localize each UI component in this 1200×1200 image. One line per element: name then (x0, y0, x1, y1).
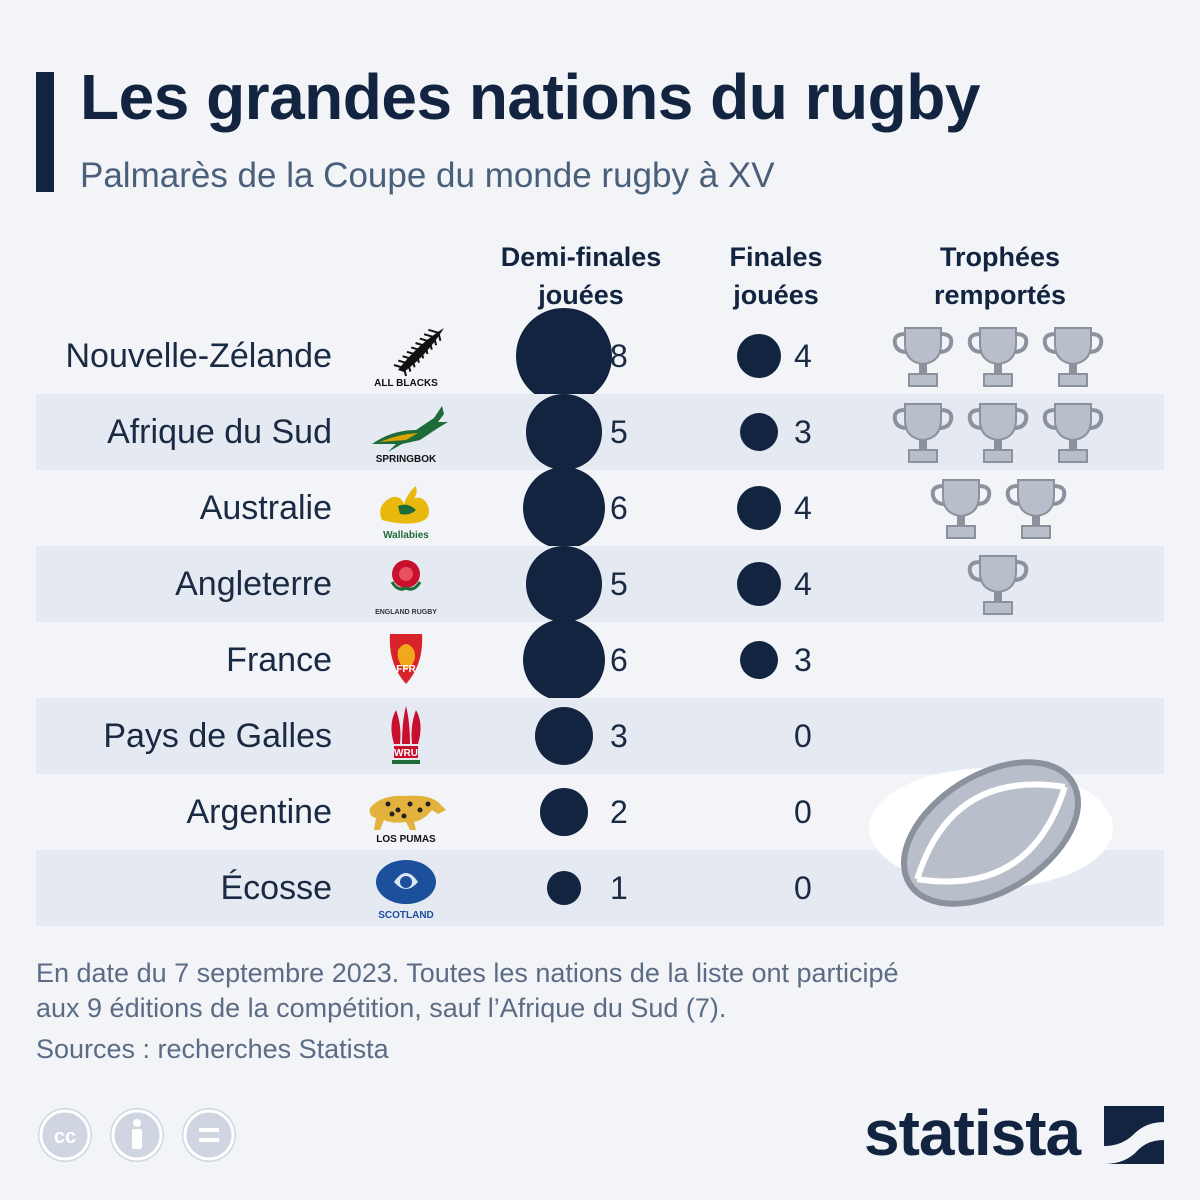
column-header-semis-line2: jouées (538, 280, 624, 310)
semis-value: 6 (610, 490, 628, 526)
footnote-line1: En date du 7 septembre 2023. Toutes les … (36, 958, 899, 988)
logo-wordmark: WRU (394, 748, 418, 759)
column-header-semis: Demi-finales jouées (476, 238, 686, 314)
country-name: Angleterre (175, 565, 332, 603)
table-row: Angleterre ENGLAND RUGBY 5 4 (36, 546, 1164, 622)
footnote: En date du 7 septembre 2023. Toutes les … (36, 956, 899, 1026)
finals-dot (736, 333, 782, 379)
logo-wordmark: LOS PUMAS (376, 834, 436, 844)
column-header-trophies-line1: Trophées (939, 242, 1061, 272)
finals-dot (736, 485, 782, 531)
finals-value: 0 (794, 870, 812, 906)
cc-icon[interactable]: cc (38, 1108, 92, 1162)
country-name: France (226, 641, 332, 679)
finals-value: 3 (794, 414, 812, 450)
column-header-finals-line2: jouées (733, 280, 819, 310)
attribution-icon[interactable] (110, 1108, 164, 1162)
finals-dot (739, 640, 779, 680)
page-title: Les grandes nations du rugby (80, 61, 980, 133)
trophy-icon (1005, 479, 1066, 539)
trophy-icon (892, 327, 954, 387)
trophy-icon (1042, 403, 1104, 463)
semis-value: 8 (610, 338, 628, 374)
country-name: Écosse (220, 869, 333, 907)
finals-value: 0 (794, 794, 812, 830)
finals-dot (736, 561, 782, 607)
trophy-icon (1042, 327, 1104, 387)
finals-dot (739, 412, 779, 452)
team-logo-springbok: SPRINGBOK (372, 406, 448, 464)
footnote-line2: aux 9 éditions de la compétition, sauf l… (36, 993, 727, 1023)
finals-value: 4 (794, 490, 812, 526)
column-header-semis-line1: Demi-finales (500, 242, 662, 272)
table-row: Australie Wallabies 6 4 (36, 466, 1164, 550)
page-subtitle: Palmarès de la Coupe du monde rugby à XV (80, 156, 775, 195)
team-logo-all-blacks-fern: ALL BLACKS (374, 328, 444, 388)
column-header-trophies-line2: remportés (933, 280, 1067, 310)
semis-value: 6 (610, 642, 628, 678)
semis-dot (522, 466, 606, 550)
country-name: Australie (199, 489, 332, 527)
logo-wordmark: SCOTLAND (378, 910, 434, 920)
team-logo-wallabies: Wallabies (380, 486, 429, 540)
finals-value: 4 (794, 566, 812, 602)
trophy-icon (892, 403, 954, 463)
semis-dot (534, 706, 594, 766)
semis-dot (547, 871, 581, 905)
trophy-icon (967, 555, 1029, 615)
table-row: Nouvelle-Zélande ALL BLACKS 8 4 (36, 308, 1164, 404)
team-logo-wru-feathers: WRU (391, 706, 421, 764)
logo-wordmark: ENGLAND RUGBY (375, 609, 437, 616)
semis-dot (516, 308, 612, 404)
logo-wordmark: ALL BLACKS (374, 378, 438, 388)
title-accent-bar (36, 72, 54, 192)
semis-value: 1 (610, 870, 628, 906)
finals-value: 0 (794, 718, 812, 754)
team-logo-ffr-rooster: FFR (389, 634, 423, 684)
country-name: Pays de Galles (103, 717, 332, 755)
column-header-trophies: Trophées remportés (880, 238, 1120, 314)
table-row: Afrique du Sud SPRINGBOK 5 3 (36, 394, 1164, 470)
svg-text:cc: cc (54, 1126, 76, 1148)
logo-wordmark: SPRINGBOK (376, 454, 437, 464)
country-name: Argentine (186, 793, 332, 831)
trophy-icon (967, 327, 1029, 387)
statista-logo-icon (1104, 1106, 1164, 1164)
source-note: Sources : recherches Statista (36, 1034, 389, 1064)
semis-dot (522, 618, 606, 702)
semis-value: 5 (610, 566, 628, 602)
table-row: France FFR 6 3 (36, 618, 1164, 702)
rugby-ball-icon (869, 759, 1113, 907)
country-name: Nouvelle-Zélande (65, 337, 333, 375)
trophy-icon (930, 479, 991, 539)
country-name: Afrique du Sud (107, 413, 332, 451)
trophy-icon (967, 403, 1029, 463)
table-row: Pays de Galles WRU 3 0 (36, 698, 1164, 774)
semis-value: 2 (610, 794, 628, 830)
semis-dot (526, 546, 602, 622)
no-derivatives-icon[interactable] (182, 1108, 236, 1162)
semis-value: 5 (610, 414, 628, 450)
logo-wordmark: FFR (396, 664, 416, 675)
semis-dot (526, 394, 602, 470)
finals-value: 3 (794, 642, 812, 678)
finals-value: 4 (794, 338, 812, 374)
semis-value: 3 (610, 718, 628, 754)
table-row: Argentine LOS PUMAS 2 0 (36, 774, 1164, 850)
semis-dot (540, 788, 588, 836)
team-logo-los-pumas: LOS PUMAS (369, 795, 446, 844)
column-header-finals-line1: Finales (729, 242, 823, 272)
team-logo-england-rose: ENGLAND RUGBY (375, 560, 437, 616)
team-logo-scotland-thistle: SCOTLAND (376, 860, 436, 920)
statista-brand[interactable]: statista (864, 1097, 1081, 1169)
column-header-finals: Finales jouées (696, 238, 856, 314)
logo-wordmark: Wallabies (383, 530, 429, 540)
